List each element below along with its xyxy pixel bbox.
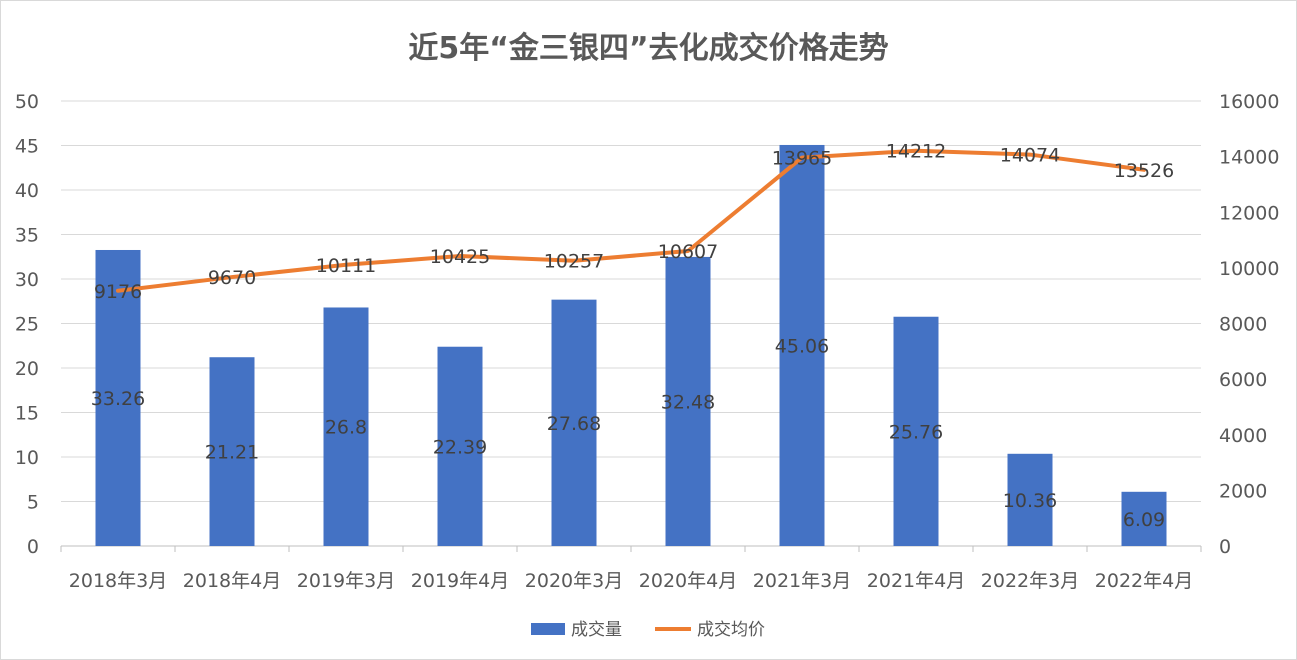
- line-data-label: 10425: [430, 246, 490, 268]
- bar-volume: [665, 256, 711, 546]
- y-left-tick-label: 10: [15, 447, 39, 469]
- y-left-tick-label: 30: [15, 269, 39, 291]
- line-data-label: 9670: [208, 267, 256, 289]
- bar-data-label: 32.48: [661, 391, 715, 413]
- y-right-tick-label: 8000: [1219, 314, 1267, 336]
- x-tick-label: 2019年3月: [297, 570, 395, 592]
- x-tick-label: 2020年4月: [639, 570, 737, 592]
- bar-data-label: 21.21: [205, 442, 259, 464]
- bar-data-label: 26.8: [325, 417, 367, 439]
- bar-volume: [95, 249, 141, 546]
- bar-volume: [437, 346, 483, 546]
- y-left-tick-label: 5: [27, 492, 39, 514]
- x-tick-label: 2020年3月: [525, 570, 623, 592]
- chart-title: 近5年“金三银四”去化成交价格走势: [408, 31, 889, 66]
- bar-volume: [893, 316, 939, 546]
- bar-data-label: 25.76: [889, 421, 943, 443]
- bar-volume: [1007, 453, 1053, 546]
- line-data-label: 13526: [1114, 160, 1174, 182]
- y-right-tick-label: 14000: [1219, 147, 1279, 169]
- y-left-tick-label: 35: [15, 225, 39, 247]
- bar-volume: [323, 307, 369, 546]
- line-avg-price: [116, 148, 1146, 293]
- bar-data-label: 6.09: [1123, 509, 1165, 531]
- bar-volume: [779, 144, 825, 546]
- y-right-tick-label: 16000: [1219, 91, 1279, 113]
- legend-label-volume: 成交量: [571, 620, 622, 640]
- y-left-tick-label: 50: [15, 91, 39, 113]
- x-tick-label: 2018年3月: [69, 570, 167, 592]
- y-left-tick-label: 15: [15, 403, 39, 425]
- line-data-label: 10607: [658, 241, 718, 263]
- bar-data-label: 45.06: [775, 335, 829, 357]
- x-tick-label: 2018年4月: [183, 570, 281, 592]
- legend-label-avg-price: 成交均价: [697, 620, 765, 640]
- y-right-tick-label: 10000: [1219, 258, 1279, 280]
- y-left-tick-label: 20: [15, 358, 39, 380]
- line-data-label: 10257: [544, 251, 604, 273]
- y-right-tick-label: 6000: [1219, 369, 1267, 391]
- x-tick-label: 2019年4月: [411, 570, 509, 592]
- x-tick-label: 2021年3月: [753, 570, 851, 592]
- line-data-label: 10111: [316, 255, 376, 277]
- line-data-label: 13965: [772, 148, 832, 170]
- bar-data-label: 33.26: [91, 388, 145, 410]
- x-tick-label: 2022年4月: [1095, 570, 1193, 592]
- y-right-tick-label: 2000: [1219, 480, 1267, 502]
- bar-data-label: 22.39: [433, 436, 487, 458]
- line-data-label: 14212: [886, 141, 946, 163]
- line-data-label: 9176: [94, 281, 142, 303]
- line-data-label: 14074: [1000, 145, 1060, 167]
- y-right-tick-label: 4000: [1219, 425, 1267, 447]
- bar-volume: [209, 357, 255, 546]
- y-left-tick-label: 0: [27, 536, 39, 558]
- bar-data-label: 10.36: [1003, 490, 1057, 512]
- legend-swatch-volume: [531, 623, 565, 635]
- bar-volume: [551, 299, 597, 546]
- y-left-tick-label: 25: [15, 314, 39, 336]
- x-tick-label: 2021年4月: [867, 570, 965, 592]
- y-right-tick-label: 0: [1219, 536, 1231, 558]
- x-tick-label: 2022年3月: [981, 570, 1079, 592]
- bar-data-label: 27.68: [547, 413, 601, 435]
- y-left-tick-label: 40: [15, 180, 39, 202]
- bar-volume: [1121, 491, 1167, 546]
- y-right-tick-label: 12000: [1219, 202, 1279, 224]
- y-left-tick-label: 45: [15, 136, 39, 158]
